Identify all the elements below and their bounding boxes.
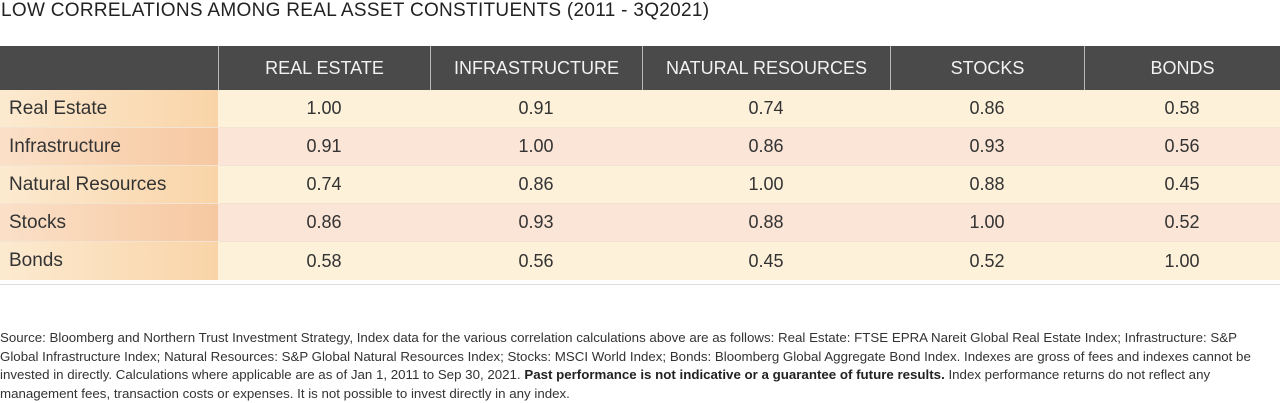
column-header: REAL ESTATE <box>218 46 430 90</box>
table-header-row: REAL ESTATE INFRASTRUCTURE NATURAL RESOU… <box>0 46 1280 90</box>
source-tail: Index performance returns do not reflect… <box>0 367 1211 401</box>
divider <box>0 284 1280 285</box>
table-cell: 0.93 <box>430 204 642 241</box>
table-cell: 1.00 <box>218 90 430 127</box>
table-cell: 0.52 <box>890 242 1084 280</box>
table-cell: 0.58 <box>218 242 430 280</box>
page-title: LOW CORRELATIONS AMONG REAL ASSET CONSTI… <box>1 0 710 21</box>
table-cell: 0.93 <box>890 128 1084 165</box>
column-header: INFRASTRUCTURE <box>430 46 642 90</box>
column-header: BONDS <box>1084 46 1280 90</box>
table-cell: 0.86 <box>890 90 1084 127</box>
table-cell: 0.74 <box>642 90 890 127</box>
table-cell: 1.00 <box>890 204 1084 241</box>
table-cell: 0.45 <box>642 242 890 280</box>
table-cell: 0.91 <box>430 90 642 127</box>
table-cell: 0.88 <box>890 166 1084 203</box>
disclaimer-bold: Past performance is not indicative or a … <box>524 367 945 382</box>
table-cell: 0.56 <box>430 242 642 280</box>
header-corner-cell <box>0 46 218 90</box>
table-cell: 0.86 <box>430 166 642 203</box>
source-text: Source: Bloomberg and Northern Trust Inv… <box>0 330 1251 382</box>
correlation-table: REAL ESTATE INFRASTRUCTURE NATURAL RESOU… <box>0 46 1280 280</box>
table-cell: 0.58 <box>1084 90 1280 127</box>
row-label: Stocks <box>0 204 218 241</box>
table-cell: 0.88 <box>642 204 890 241</box>
column-header: STOCKS <box>890 46 1084 90</box>
table-row: Infrastructure 0.91 1.00 0.86 0.93 0.56 <box>0 128 1280 166</box>
table-row: Bonds 0.58 0.56 0.45 0.52 1.00 <box>0 242 1280 280</box>
table-row: Natural Resources 0.74 0.86 1.00 0.88 0.… <box>0 166 1280 204</box>
column-header: NATURAL RESOURCES <box>642 46 890 90</box>
table-cell: 0.86 <box>642 128 890 165</box>
table-cell: 1.00 <box>1084 242 1280 280</box>
table-cell: 1.00 <box>642 166 890 203</box>
row-label: Infrastructure <box>0 128 218 165</box>
table-cell: 0.74 <box>218 166 430 203</box>
table-cell: 0.45 <box>1084 166 1280 203</box>
row-label: Natural Resources <box>0 166 218 203</box>
table-cell: 0.86 <box>218 204 430 241</box>
row-label: Bonds <box>0 242 218 280</box>
row-label: Real Estate <box>0 90 218 127</box>
table-row: Stocks 0.86 0.93 0.88 1.00 0.52 <box>0 204 1280 242</box>
table-cell: 0.52 <box>1084 204 1280 241</box>
table-cell: 0.91 <box>218 128 430 165</box>
source-footnote: Source: Bloomberg and Northern Trust Inv… <box>0 329 1278 403</box>
table-cell: 0.56 <box>1084 128 1280 165</box>
table-cell: 1.00 <box>430 128 642 165</box>
table-row: Real Estate 1.00 0.91 0.74 0.86 0.58 <box>0 90 1280 128</box>
